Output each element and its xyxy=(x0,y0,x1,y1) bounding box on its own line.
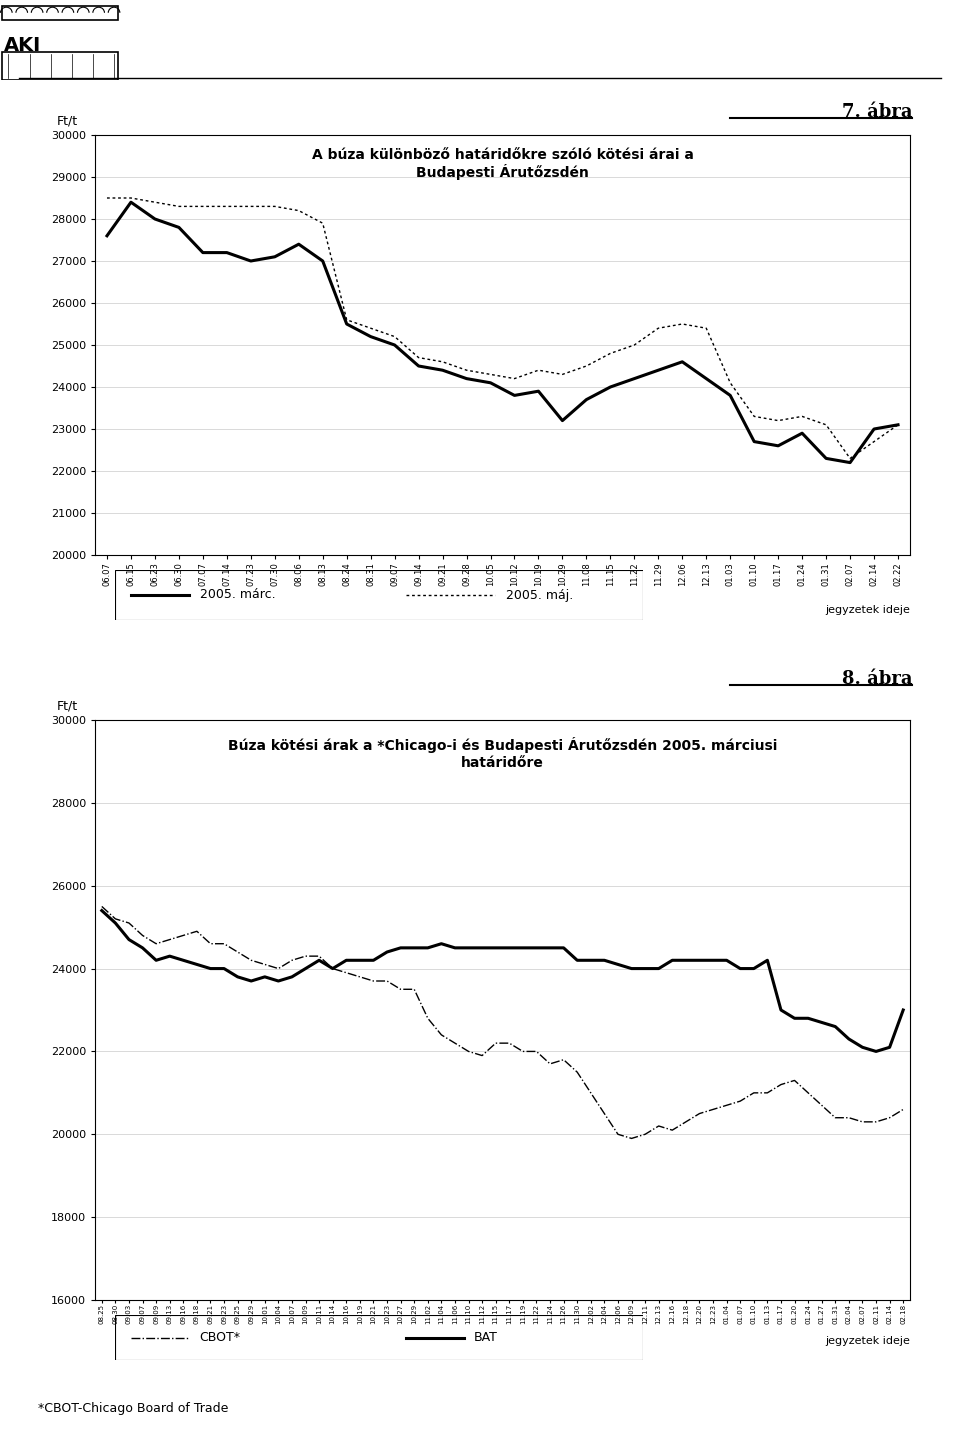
Bar xyxy=(2,6,118,20)
Text: Ft/t: Ft/t xyxy=(57,700,78,713)
Text: AKI: AKI xyxy=(4,36,41,54)
Text: CBOT*: CBOT* xyxy=(200,1330,241,1345)
Text: Búza kötési árak a *Chicago-i és Budapesti Árutőzsdén 2005. márciusi
határidőre: Búza kötési árak a *Chicago-i és Budapes… xyxy=(228,737,778,769)
Text: 7. ábra: 7. ábra xyxy=(842,103,912,120)
Bar xyxy=(2,52,118,80)
Text: jegyzetek ideje: jegyzetek ideje xyxy=(826,1336,910,1346)
Text: A búza különböző határidőkre szóló kötési árai a
Budapesti Árutőzsdén: A búza különböző határidőkre szóló kötés… xyxy=(312,147,693,180)
Text: 8. ábra: 8. ábra xyxy=(842,670,912,687)
Text: 2005. márc.: 2005. márc. xyxy=(200,589,276,601)
Text: Ft/t: Ft/t xyxy=(57,115,78,127)
Text: 2005. máj.: 2005. máj. xyxy=(506,589,573,601)
Text: jegyzetek ideje: jegyzetek ideje xyxy=(826,606,910,616)
Text: *CBOT-Chicago Board of Trade: *CBOT-Chicago Board of Trade xyxy=(38,1402,228,1415)
Text: BAT: BAT xyxy=(474,1330,498,1345)
